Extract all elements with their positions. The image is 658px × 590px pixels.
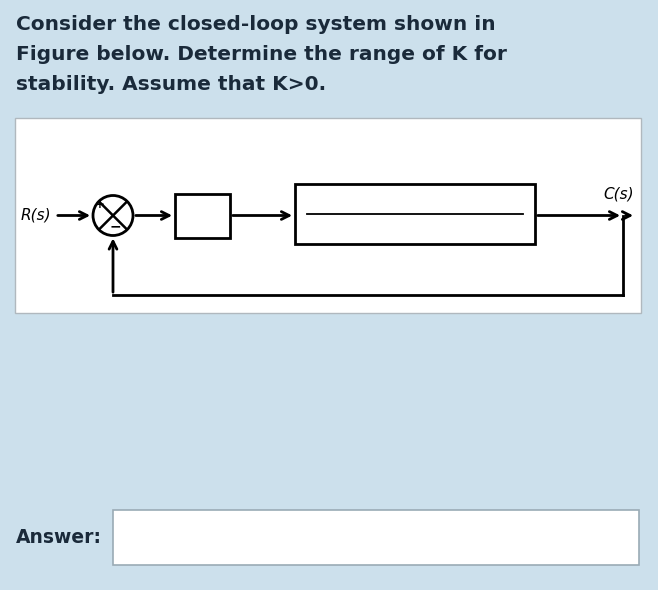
Text: −: − xyxy=(110,219,122,234)
Bar xyxy=(15,118,641,313)
Text: K: K xyxy=(196,206,209,225)
Text: stability. Assume that K>0.: stability. Assume that K>0. xyxy=(16,75,326,94)
Text: R(s): R(s) xyxy=(21,208,51,223)
Bar xyxy=(295,183,535,244)
Text: Figure below. Determine the range of K for: Figure below. Determine the range of K f… xyxy=(16,45,507,64)
Text: s − 2: s − 2 xyxy=(395,191,435,206)
Text: (s +2 )(s² + 6s + 25): (s +2 )(s² + 6s + 25) xyxy=(338,221,492,236)
Text: C(s): C(s) xyxy=(603,186,634,202)
Text: Consider the closed-loop system shown in: Consider the closed-loop system shown in xyxy=(16,15,495,34)
Bar xyxy=(175,194,230,238)
Text: +: + xyxy=(95,198,105,211)
Text: Answer:: Answer: xyxy=(16,528,102,547)
Bar xyxy=(113,510,639,565)
